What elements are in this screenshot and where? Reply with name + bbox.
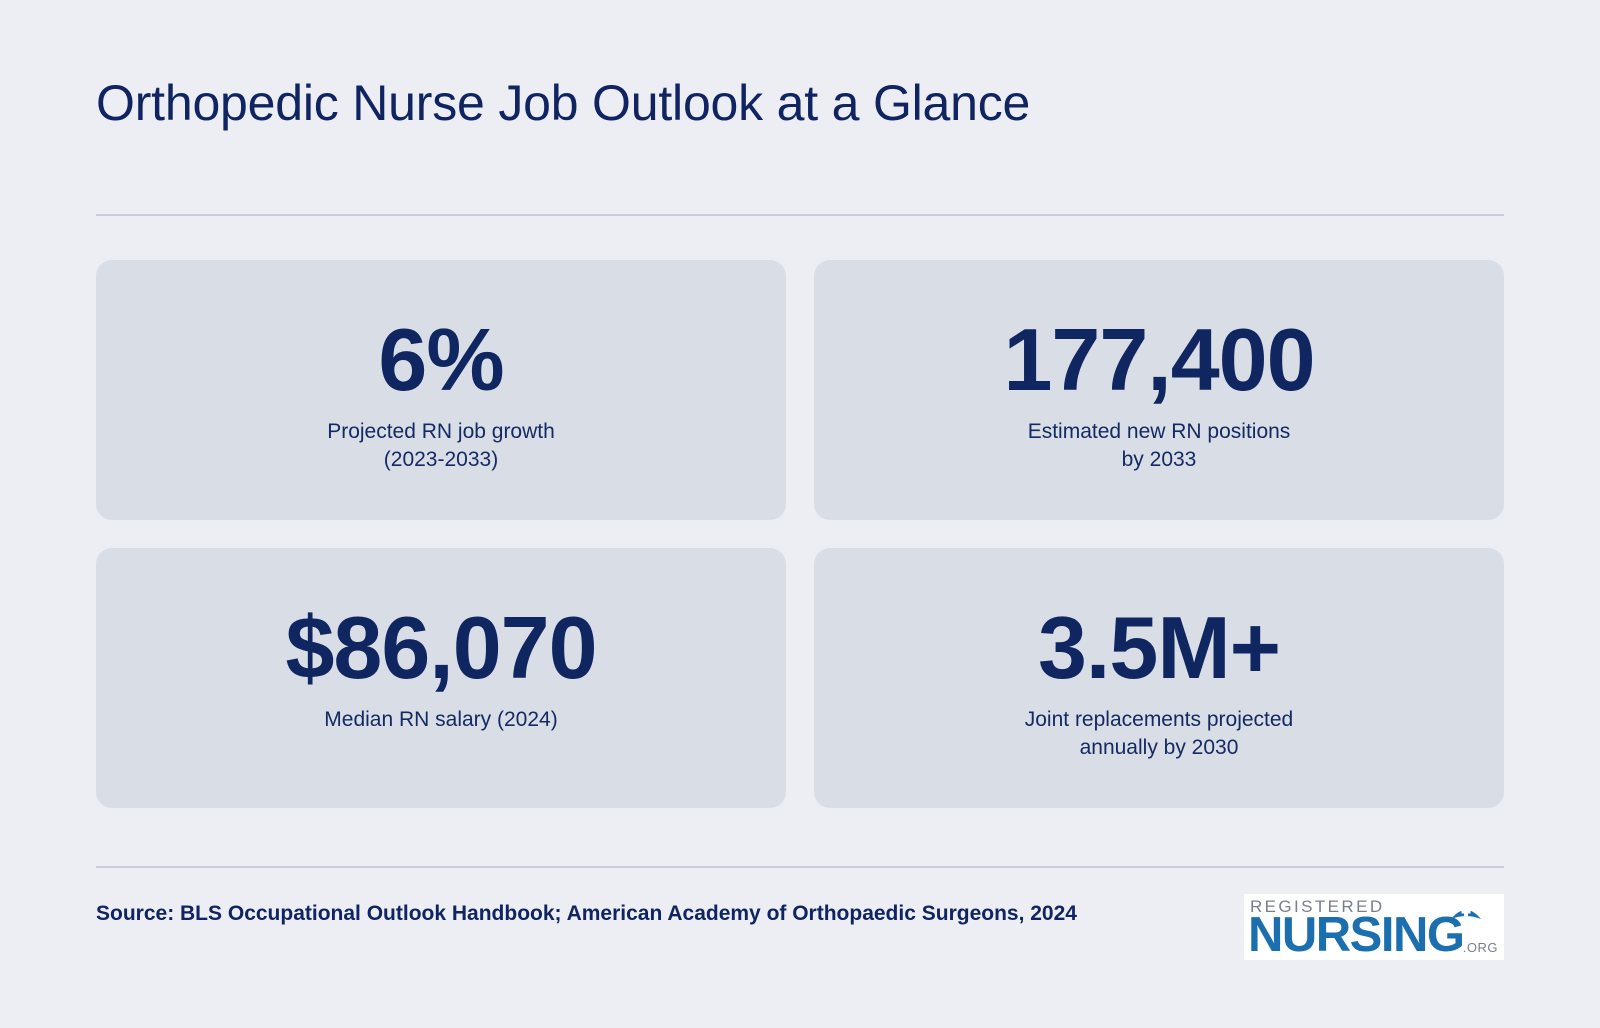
registered-nursing-logo: REGISTERED NURSING .ORG — [1244, 894, 1504, 960]
stat-card-joint-replacements: 3.5M+ Joint replacements projected annua… — [814, 548, 1504, 808]
stat-label: Joint replacements projected annually by… — [1025, 706, 1293, 762]
stat-label-line: (2023-2033) — [383, 448, 499, 471]
stat-value: 6% — [378, 310, 504, 409]
divider-top — [96, 214, 1504, 216]
stat-label-line: Median RN salary (2024) — [324, 708, 558, 731]
stat-label: Median RN salary (2024) — [324, 706, 557, 734]
logo-main-text: NURSING — [1248, 908, 1465, 962]
stat-card-job-growth: 6% Projected RN job growth (2023-2033) — [96, 260, 786, 520]
nurse-cap-icon — [1451, 907, 1481, 919]
stat-label-line: Estimated new RN positions — [1027, 420, 1291, 443]
stat-card-median-salary: $86,070 Median RN salary (2024) — [96, 548, 786, 808]
page-title: Orthopedic Nurse Job Outlook at a Glance — [96, 75, 1031, 131]
stats-grid: 6% Projected RN job growth (2023-2033) 1… — [96, 260, 1504, 808]
logo-top-text: REGISTERED — [1250, 897, 1385, 916]
stat-label-line: Projected RN job growth — [327, 420, 555, 443]
stat-label-line: by 2033 — [1121, 448, 1197, 471]
stat-label-line: Joint replacements projected — [1024, 708, 1294, 731]
stat-value: $86,070 — [285, 598, 597, 697]
logo-suffix: .ORG — [1462, 940, 1498, 955]
divider-bottom — [96, 866, 1504, 868]
stat-value: 3.5M+ — [1037, 598, 1281, 697]
source-citation: Source: BLS Occupational Outlook Handboo… — [96, 902, 1077, 925]
stat-label-line: annually by 2030 — [1079, 736, 1239, 759]
stat-label: Estimated new RN positions by 2033 — [1028, 418, 1291, 474]
stat-card-new-positions: 177,400 Estimated new RN positions by 20… — [814, 260, 1504, 520]
stat-label: Projected RN job growth (2023-2033) — [327, 418, 555, 474]
stat-value: 177,400 — [1003, 310, 1315, 409]
